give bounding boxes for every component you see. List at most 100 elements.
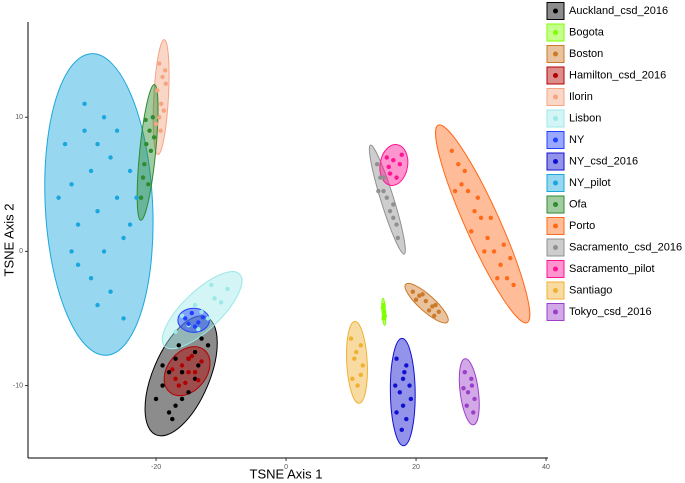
point bbox=[350, 376, 355, 382]
point bbox=[183, 316, 188, 321]
legend-dot bbox=[553, 245, 558, 250]
point bbox=[407, 383, 412, 388]
point bbox=[469, 383, 475, 388]
legend-dot bbox=[553, 288, 558, 293]
point bbox=[402, 369, 407, 375]
point bbox=[186, 390, 191, 395]
point bbox=[376, 188, 381, 194]
x-tick-label: 20 bbox=[412, 464, 420, 471]
point bbox=[472, 208, 477, 214]
point bbox=[147, 128, 152, 133]
point bbox=[170, 367, 175, 372]
confidence-ellipse bbox=[404, 282, 449, 324]
point bbox=[179, 363, 185, 368]
point bbox=[127, 222, 133, 227]
point bbox=[462, 168, 467, 174]
point bbox=[394, 410, 399, 415]
point bbox=[127, 168, 133, 174]
point bbox=[153, 121, 159, 127]
y-tick-label: 0 bbox=[19, 248, 23, 255]
point bbox=[142, 162, 147, 167]
point bbox=[88, 168, 94, 174]
point bbox=[382, 309, 387, 314]
legend-label: Bogota bbox=[569, 26, 605, 38]
point bbox=[160, 363, 165, 368]
point bbox=[209, 282, 214, 288]
legend-dot bbox=[553, 8, 558, 14]
confidence-ellipse bbox=[346, 321, 368, 404]
legend-label: Auckland_csd_2016 bbox=[569, 5, 668, 17]
point bbox=[391, 157, 396, 163]
point bbox=[395, 235, 401, 241]
point bbox=[218, 300, 224, 305]
legend-label: Tokyo_csd_2016 bbox=[569, 306, 652, 318]
point bbox=[186, 321, 191, 327]
point bbox=[461, 386, 466, 391]
point bbox=[381, 175, 386, 180]
point bbox=[433, 302, 438, 308]
point bbox=[400, 403, 406, 408]
point bbox=[354, 349, 359, 355]
point bbox=[459, 182, 464, 187]
point bbox=[469, 376, 474, 382]
point bbox=[404, 363, 409, 368]
point bbox=[501, 242, 506, 247]
legend-dot bbox=[553, 73, 558, 78]
legend-label: NY_pilot bbox=[569, 177, 611, 189]
point bbox=[478, 215, 484, 221]
legend-label: Lisbon bbox=[569, 112, 601, 124]
point bbox=[384, 195, 389, 200]
point bbox=[199, 336, 204, 341]
point bbox=[69, 249, 74, 254]
point bbox=[183, 380, 188, 386]
point bbox=[95, 302, 100, 308]
point bbox=[108, 155, 113, 160]
point bbox=[199, 359, 204, 364]
point bbox=[155, 88, 160, 93]
point bbox=[144, 141, 149, 147]
point bbox=[355, 383, 360, 388]
confidence-ellipse bbox=[177, 307, 210, 333]
point bbox=[393, 383, 398, 388]
x-tick-label: -20 bbox=[151, 464, 161, 471]
point bbox=[189, 353, 194, 359]
point bbox=[150, 115, 155, 120]
legend-dot bbox=[553, 137, 558, 143]
point bbox=[358, 372, 363, 378]
point bbox=[162, 68, 168, 73]
point bbox=[352, 356, 357, 361]
point bbox=[101, 249, 107, 254]
legend-dot bbox=[553, 202, 558, 207]
point bbox=[374, 162, 380, 167]
point bbox=[148, 148, 154, 153]
point bbox=[491, 249, 497, 254]
legend-label: NY_csd_2016 bbox=[569, 155, 638, 167]
point bbox=[469, 229, 474, 234]
legend-dot bbox=[553, 116, 558, 121]
point bbox=[146, 182, 151, 187]
point bbox=[121, 235, 126, 241]
point bbox=[75, 262, 81, 268]
point bbox=[426, 308, 432, 313]
point bbox=[196, 377, 201, 383]
point bbox=[391, 215, 396, 221]
point bbox=[358, 343, 363, 348]
x-axis-label: TSNE Axis 1 bbox=[250, 466, 323, 481]
y-axis-label: TSNE Axis 2 bbox=[1, 204, 16, 277]
point bbox=[225, 286, 230, 292]
confidence-ellipse bbox=[144, 315, 218, 437]
point bbox=[166, 410, 172, 415]
confidence-ellipse bbox=[435, 124, 531, 324]
point bbox=[196, 320, 201, 325]
point bbox=[173, 329, 178, 335]
point bbox=[192, 369, 198, 375]
point bbox=[114, 128, 120, 133]
point bbox=[488, 215, 493, 221]
point bbox=[179, 396, 185, 402]
point bbox=[153, 396, 159, 402]
point bbox=[138, 195, 144, 200]
point bbox=[462, 369, 467, 375]
legend-dot bbox=[553, 51, 558, 57]
legend-label: Porto bbox=[569, 220, 595, 232]
